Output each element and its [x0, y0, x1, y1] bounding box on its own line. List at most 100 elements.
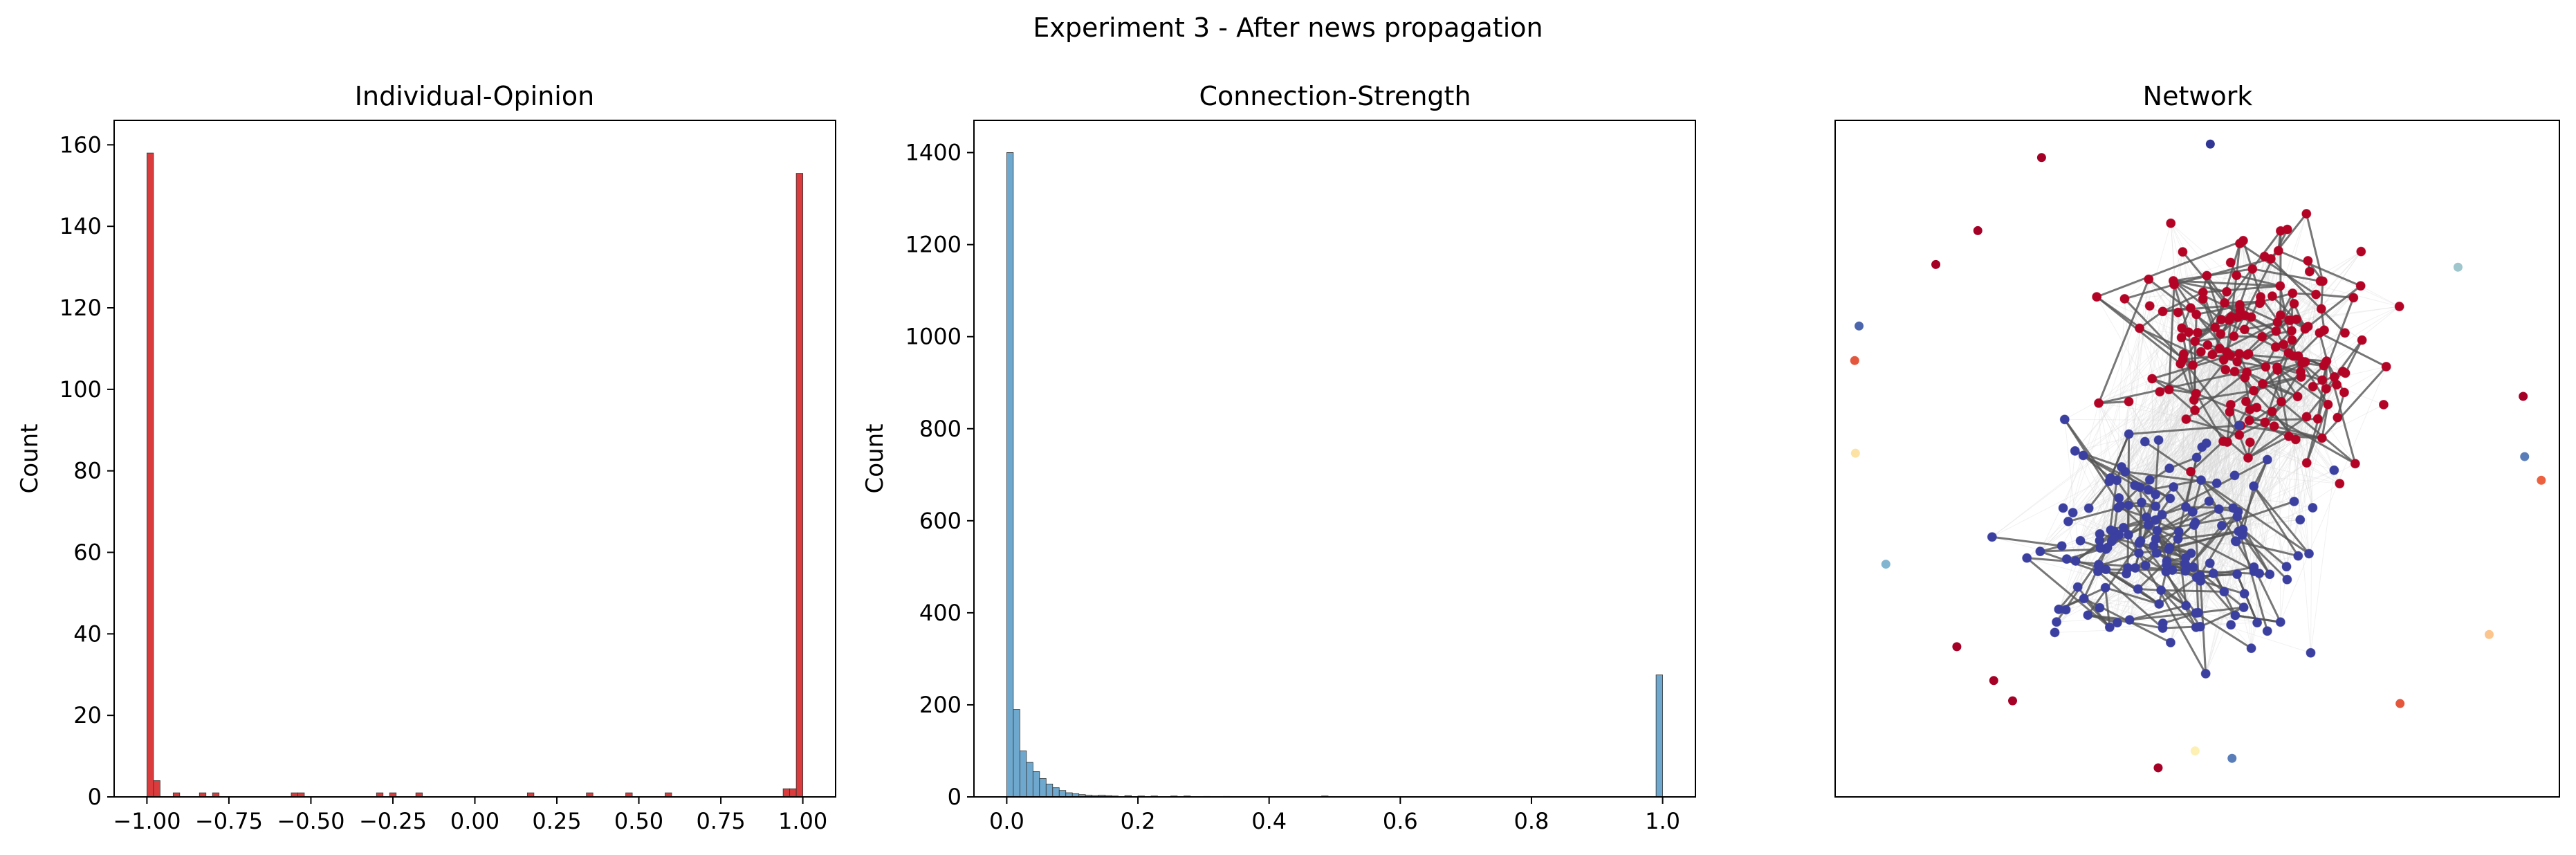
network-node-isolated — [1973, 226, 1982, 235]
histogram-bar — [1032, 771, 1040, 798]
network-node — [2229, 331, 2239, 342]
network-edge — [2198, 302, 2225, 613]
network-node — [2272, 317, 2283, 327]
network-node — [2254, 568, 2265, 578]
network-node — [2123, 530, 2133, 540]
network-node — [2295, 515, 2306, 525]
network-edge — [2243, 329, 2306, 608]
network-node — [2187, 360, 2198, 370]
histogram-bar — [795, 173, 803, 798]
network-node — [2112, 618, 2122, 628]
network-node — [2165, 493, 2175, 504]
network-node — [2124, 429, 2134, 439]
network-node-isolated — [2520, 452, 2530, 461]
network-node — [2070, 445, 2080, 456]
network-node — [2100, 582, 2110, 593]
network-node — [2151, 515, 2161, 525]
network-edge-strong — [2098, 552, 2140, 567]
network-edge — [2170, 412, 2230, 643]
network-edge-strong — [2128, 424, 2239, 436]
panel-title: Connection-Strength — [1199, 81, 1471, 111]
network-node — [2315, 328, 2325, 338]
network-node — [2243, 349, 2254, 359]
network-node — [2283, 431, 2294, 441]
network-node — [2216, 315, 2227, 325]
network-node — [2119, 293, 2130, 304]
network-edge — [2194, 341, 2210, 502]
network-edge — [2119, 262, 2232, 506]
network-node — [2052, 617, 2062, 627]
network-node — [2282, 574, 2292, 585]
histogram-bar — [1045, 783, 1054, 798]
network-edge — [2200, 348, 2220, 581]
network-edge-strong — [2239, 304, 2279, 324]
network-edge — [2292, 340, 2346, 374]
network-node — [2211, 478, 2222, 488]
network-node — [2140, 560, 2151, 571]
network-edge — [2251, 439, 2297, 649]
network-edge-strong — [2169, 530, 2239, 549]
network-node — [2378, 399, 2389, 410]
network-node — [2151, 534, 2161, 544]
network-node — [2164, 544, 2174, 554]
network-edge-strong — [2305, 213, 2324, 282]
network-node — [2144, 475, 2155, 485]
network-node-isolated — [2036, 153, 2046, 163]
network-edge — [2169, 441, 2251, 499]
network-node — [2156, 585, 2166, 596]
network-node — [2078, 450, 2088, 461]
network-node — [2332, 380, 2342, 390]
histogram-bars — [147, 152, 803, 798]
network-edge-strong — [2173, 257, 2272, 286]
network-node — [2312, 414, 2323, 424]
network-node — [2235, 300, 2245, 310]
x-tick-label: 0.4 — [1251, 808, 1287, 834]
network-edge — [2099, 353, 2240, 549]
network-node — [2220, 365, 2231, 375]
network-edge — [2125, 471, 2234, 508]
network-node — [2191, 388, 2201, 398]
network-edge — [2207, 309, 2321, 346]
network-node — [2356, 246, 2366, 257]
network-edge — [2209, 425, 2241, 564]
network-node-isolated — [2395, 699, 2405, 708]
network-node — [2190, 405, 2200, 416]
x-tick-label: −0.25 — [359, 808, 427, 834]
network-edge — [2149, 284, 2175, 306]
network-edge — [2223, 309, 2322, 592]
network-node — [2124, 500, 2134, 511]
network-edge-strong — [2306, 404, 2329, 463]
network-node — [2152, 526, 2162, 536]
plot-frame — [1834, 120, 2560, 798]
network-node — [2316, 304, 2326, 314]
network-node — [2261, 362, 2271, 372]
network-node — [2178, 247, 2188, 257]
y-tick-label: 20 — [73, 702, 102, 728]
figure-suptitle: Experiment 3 - After news propagation — [1033, 12, 1543, 43]
network-edge-strong — [2168, 389, 2249, 459]
network-edge-strong — [2236, 573, 2258, 623]
network-node — [2208, 568, 2218, 578]
network-node-isolated — [2453, 262, 2463, 272]
network-edge-strong — [2202, 284, 2281, 294]
network-edge — [2064, 419, 2250, 421]
network-node — [2317, 375, 2328, 385]
network-node — [2214, 504, 2224, 515]
network-edge — [2310, 386, 2314, 653]
network-node — [2232, 356, 2243, 367]
network-edge-strong — [2127, 534, 2207, 674]
network-node — [2162, 560, 2172, 570]
network-node — [2189, 520, 2199, 531]
panel-individual-opinion: Individual-Opinion −1.00 −0.75 −0.50 −0.25 0… — [16, 81, 836, 834]
network-edge — [2170, 457, 2249, 499]
network-node — [2269, 421, 2279, 432]
network-edge-strong — [2244, 319, 2290, 331]
network-node — [2301, 209, 2312, 219]
network-edge — [2196, 483, 2340, 578]
network-node — [2151, 501, 2161, 511]
network-edge — [2056, 328, 2140, 623]
network-edge — [2156, 470, 2335, 553]
network-node — [2130, 480, 2140, 490]
network-node — [2304, 549, 2315, 559]
network-node — [2169, 481, 2179, 492]
